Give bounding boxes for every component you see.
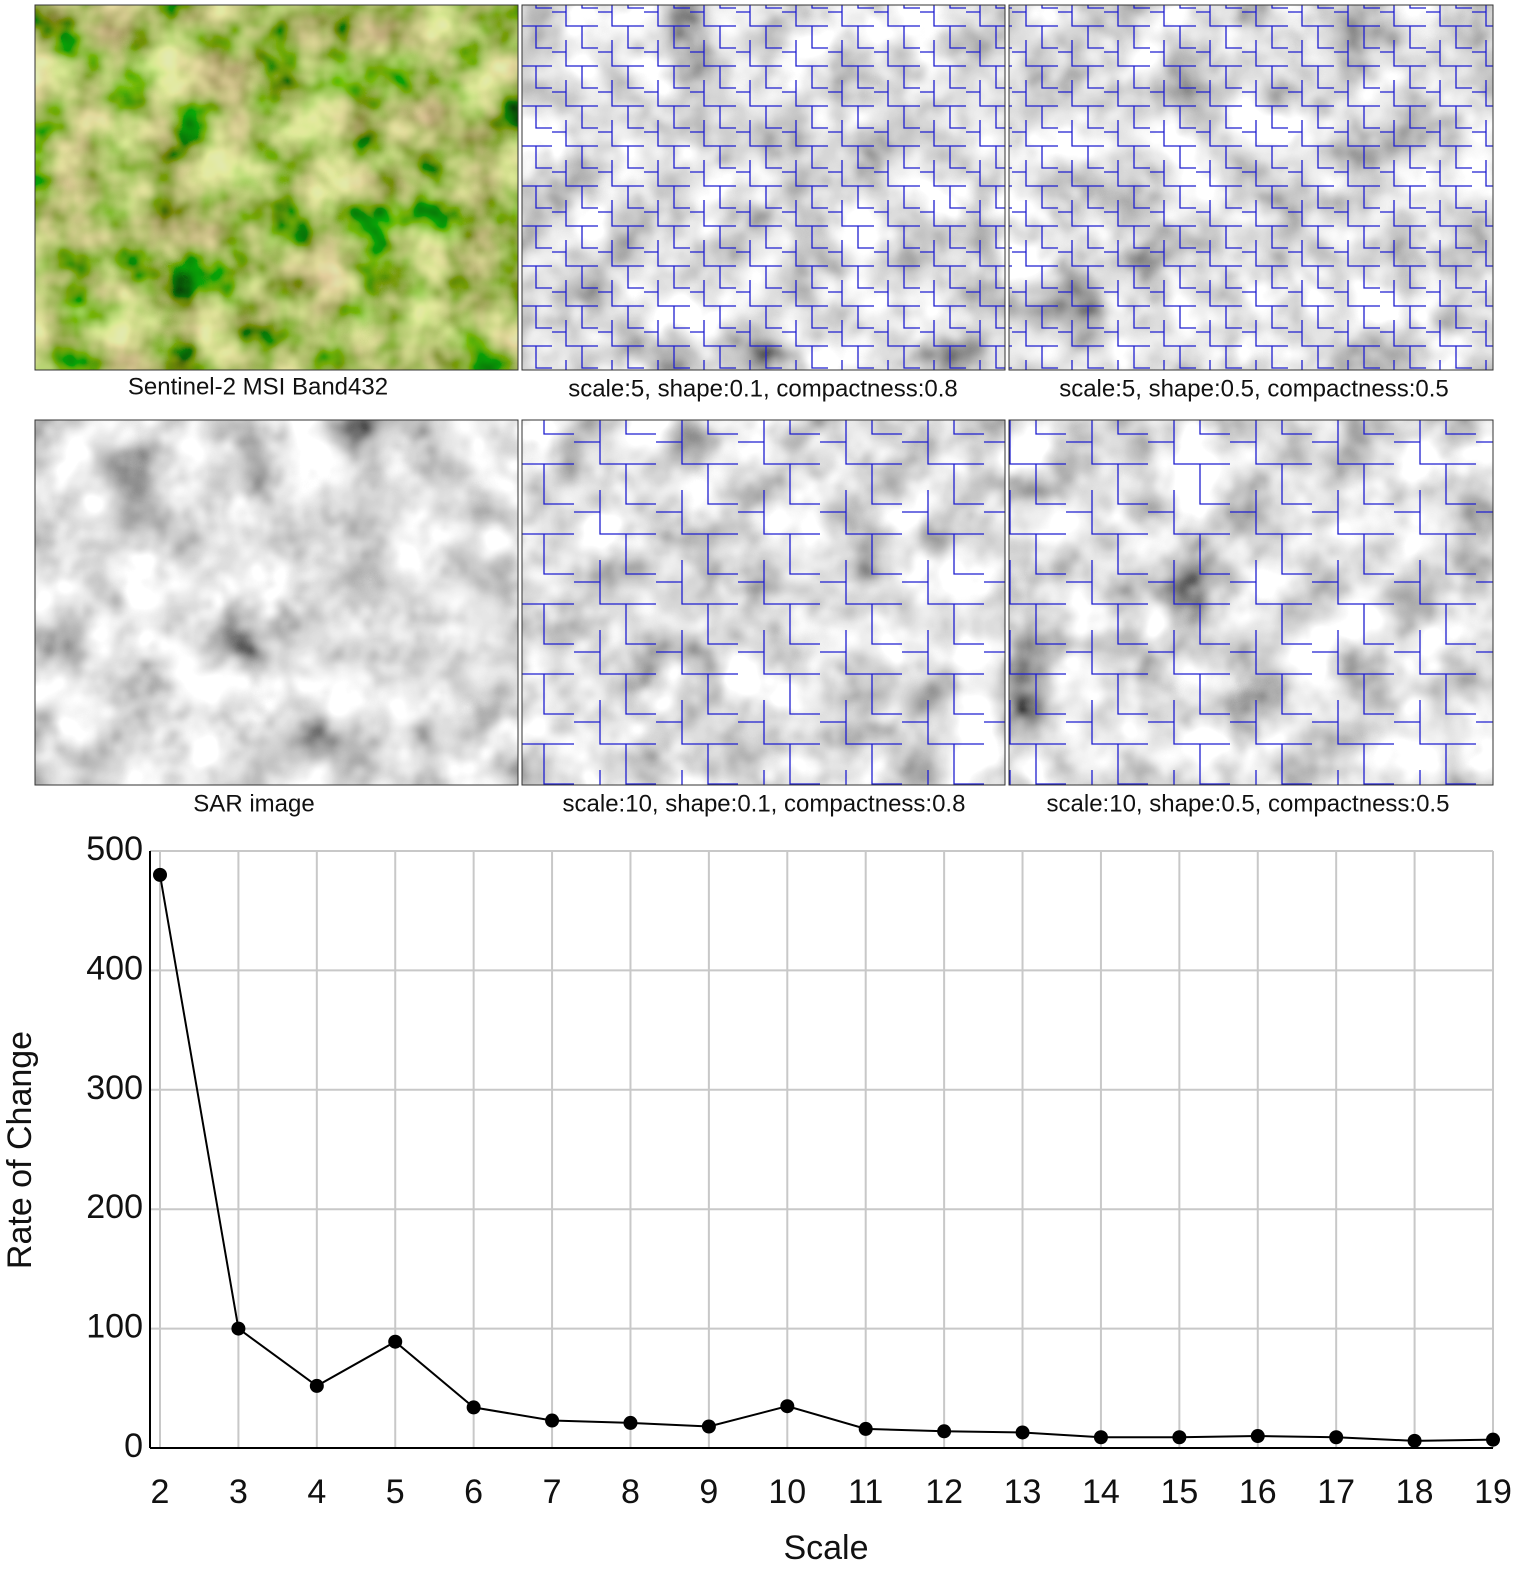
x-tick-label: 12: [925, 1473, 963, 1511]
segment-lines: [1009, 5, 1493, 370]
optical-texture: [35, 5, 518, 370]
x-axis-label: Scale: [783, 1529, 868, 1567]
x-tick-label: 13: [1004, 1473, 1042, 1511]
x-tick-label: 9: [699, 1473, 718, 1511]
x-tick-label: 17: [1317, 1473, 1355, 1511]
image-frame: [521, 419, 1006, 786]
data-point: [1329, 1430, 1344, 1445]
image-frame: [1008, 419, 1494, 786]
x-tick-label: 19: [1474, 1473, 1512, 1511]
data-point: [1407, 1433, 1422, 1448]
x-tick-label: 5: [386, 1473, 405, 1511]
y-tick-label: 400: [86, 949, 143, 987]
data-point: [1015, 1425, 1030, 1440]
data-point: [701, 1419, 716, 1434]
y-tick-label: 500: [86, 830, 143, 868]
x-tick-label: 2: [151, 1473, 170, 1511]
caption: Sentinel-2 MSI Band432: [128, 373, 388, 400]
data-point: [231, 1321, 246, 1336]
image-frame: [34, 4, 519, 371]
caption: SAR image: [193, 790, 314, 817]
data-point: [858, 1421, 873, 1436]
data-point: [1093, 1430, 1108, 1445]
data-point: [937, 1424, 952, 1439]
x-tick-label: 14: [1082, 1473, 1120, 1511]
image-frame: [1008, 4, 1494, 371]
x-tick-label: 10: [768, 1473, 806, 1511]
image-grid: Sentinel-2 MSI Band432 scale:5, shape:0.…: [34, 4, 1494, 817]
data-point: [545, 1413, 560, 1428]
x-tick-label: 7: [543, 1473, 562, 1511]
sar-image: [35, 420, 518, 785]
data-point: [1172, 1430, 1187, 1445]
data-point: [1486, 1432, 1500, 1447]
y-tick-label: 300: [86, 1069, 143, 1107]
x-tick-label: 4: [307, 1473, 326, 1511]
x-tick-label: 16: [1239, 1473, 1277, 1511]
y-tick-label: 0: [124, 1427, 143, 1465]
caption: scale:5, shape:0.1, compactness:0.8: [568, 375, 958, 402]
x-tick-label: 11: [848, 1473, 883, 1511]
caption: scale:10, shape:0.1, compactness:0.8: [563, 790, 966, 817]
y-axis-label: Rate of Change: [1, 1031, 39, 1269]
y-tick-label: 100: [86, 1308, 143, 1346]
segment-lines: [1009, 420, 1493, 785]
data-point: [780, 1399, 795, 1414]
x-tick-label: 18: [1396, 1473, 1434, 1511]
data-line: [159, 874, 1494, 1442]
x-tick-label: 3: [229, 1473, 248, 1511]
data-point: [623, 1415, 638, 1430]
segment-lines: [522, 420, 1005, 785]
caption: scale:10, shape:0.5, compactness:0.5: [1047, 790, 1450, 817]
data-point: [388, 1334, 403, 1349]
x-tick-label: 15: [1160, 1473, 1198, 1511]
y-tick-label: 200: [86, 1188, 143, 1226]
data-point: [466, 1400, 481, 1415]
data-point: [1250, 1429, 1265, 1444]
x-tick-label: 8: [621, 1473, 640, 1511]
image-frame: [521, 4, 1006, 371]
data-point: [153, 867, 167, 882]
data-point: [309, 1378, 324, 1393]
image-frame: [34, 419, 519, 786]
x-tick-label: 6: [464, 1473, 483, 1511]
caption: scale:5, shape:0.5, compactness:0.5: [1059, 375, 1449, 402]
segment-lines: [522, 5, 1005, 370]
